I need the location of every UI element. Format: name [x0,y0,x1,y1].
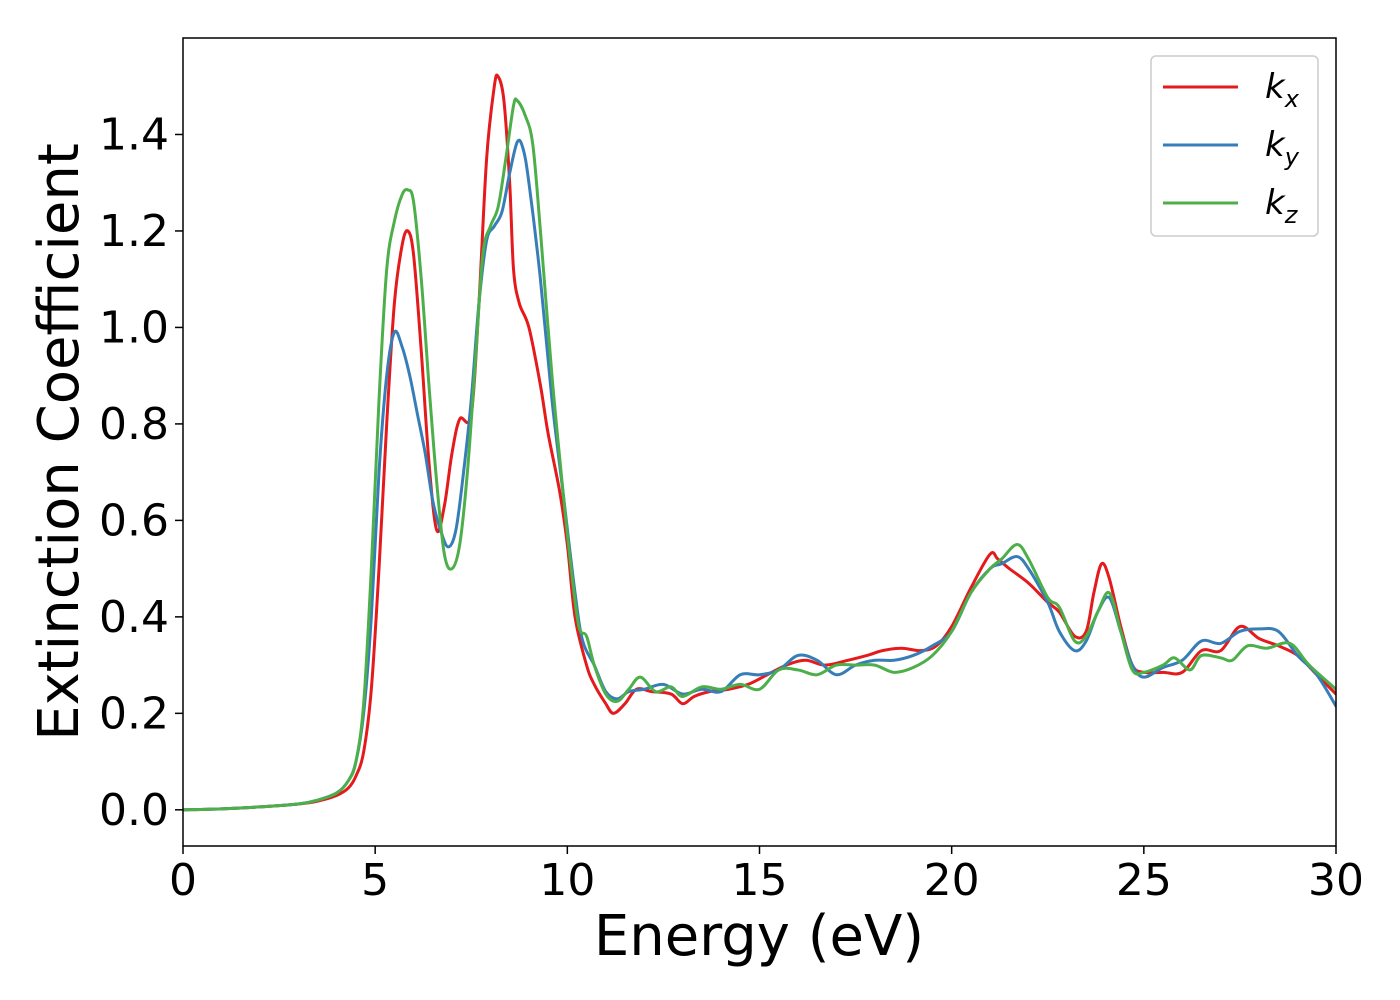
series-line-k-x [183,73,1336,812]
y-tick-label: 1.0 [99,302,169,353]
y-tick-label: 0.2 [99,688,169,739]
x-tick-label: 25 [1116,855,1172,906]
x-tick-label: 20 [924,855,980,906]
x-axis-title: Energy (eV) [594,904,924,969]
y-tick-label: 1.2 [99,206,169,257]
x-axis-ticks: 0 5 10 15 20 25 30 [169,846,1364,906]
x-tick-label: 15 [732,855,788,906]
y-axis-title: Extinction Coefficient [27,143,92,741]
plot-lines [183,73,1336,812]
y-tick-label: 0.8 [99,399,169,450]
series-line-k-z [183,97,1336,812]
y-tick-label: 0.6 [99,495,169,546]
series-line-k-y [183,138,1336,812]
x-tick-label: 30 [1308,855,1364,906]
y-axis-ticks: 0.0 0.2 0.4 0.6 0.8 1.0 1.2 1.4 [99,109,183,836]
y-tick-label: 0.4 [99,592,169,643]
x-tick-label: 5 [361,855,389,906]
x-tick-label: 0 [169,855,197,906]
y-tick-label: 1.4 [99,109,169,160]
y-tick-label: 0.0 [99,785,169,836]
x-tick-label: 10 [539,855,595,906]
